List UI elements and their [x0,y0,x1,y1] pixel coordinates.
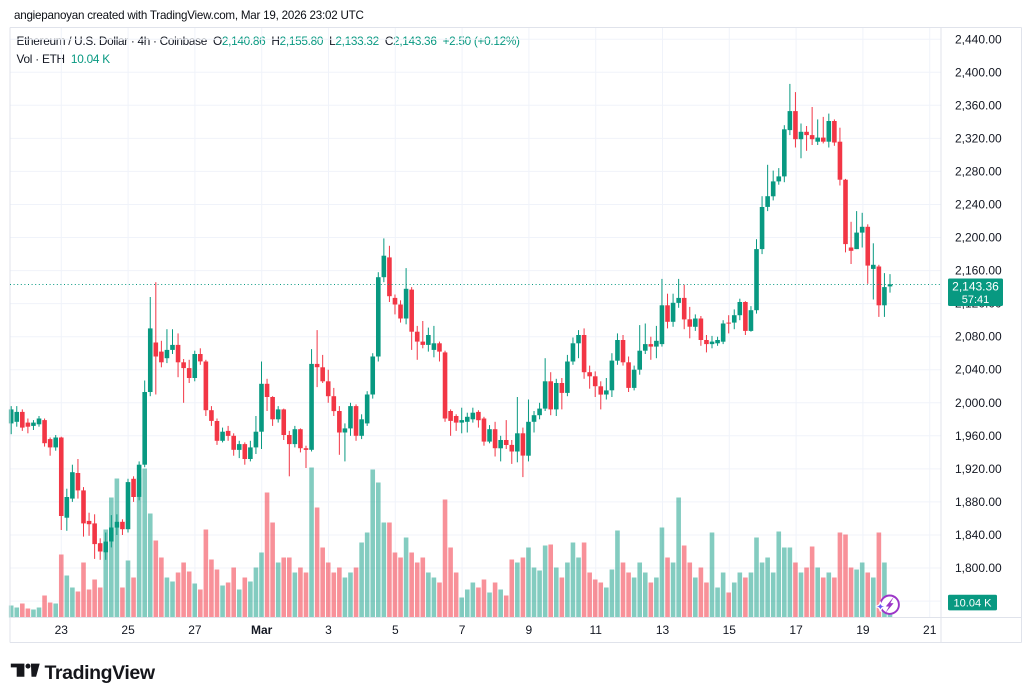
svg-text:1,960.00: 1,960.00 [955,429,1002,443]
svg-text:27: 27 [188,623,202,637]
svg-text:1,840.00: 1,840.00 [955,528,1002,542]
svg-text:7: 7 [459,623,466,637]
svg-text:2,320.00: 2,320.00 [955,131,1002,145]
svg-text:2,400.00: 2,400.00 [955,65,1002,79]
svg-text:1,880.00: 1,880.00 [955,495,1002,509]
svg-text:2,200.00: 2,200.00 [955,231,1002,245]
svg-text:2,280.00: 2,280.00 [955,164,1002,178]
svg-text:2,000.00: 2,000.00 [955,396,1002,410]
svg-text:TradingView: TradingView [45,662,156,684]
svg-text:57:41: 57:41 [962,294,990,306]
svg-text:13: 13 [656,623,670,637]
svg-text:2,440.00: 2,440.00 [955,32,1002,46]
svg-text:10.04 K: 10.04 K [954,598,993,610]
svg-text:1,800.00: 1,800.00 [955,561,1002,575]
svg-text:23: 23 [55,623,69,637]
svg-text:9: 9 [526,623,533,637]
svg-text:Mar: Mar [251,623,273,637]
svg-text:17: 17 [789,623,803,637]
svg-text:21: 21 [923,623,937,637]
svg-text:2,040.00: 2,040.00 [955,363,1002,377]
svg-text:2,160.00: 2,160.00 [955,264,1002,278]
svg-text:15: 15 [723,623,737,637]
svg-text:25: 25 [121,623,135,637]
svg-text:2,240.00: 2,240.00 [955,198,1002,212]
svg-text:2,080.00: 2,080.00 [955,330,1002,344]
svg-text:5: 5 [392,623,399,637]
svg-text:2,143.36: 2,143.36 [952,280,999,294]
svg-text:11: 11 [589,623,602,637]
svg-text:3: 3 [325,623,332,637]
svg-text:19: 19 [856,623,870,637]
svg-text:1,920.00: 1,920.00 [955,462,1002,476]
svg-text:2,360.00: 2,360.00 [955,98,1002,112]
